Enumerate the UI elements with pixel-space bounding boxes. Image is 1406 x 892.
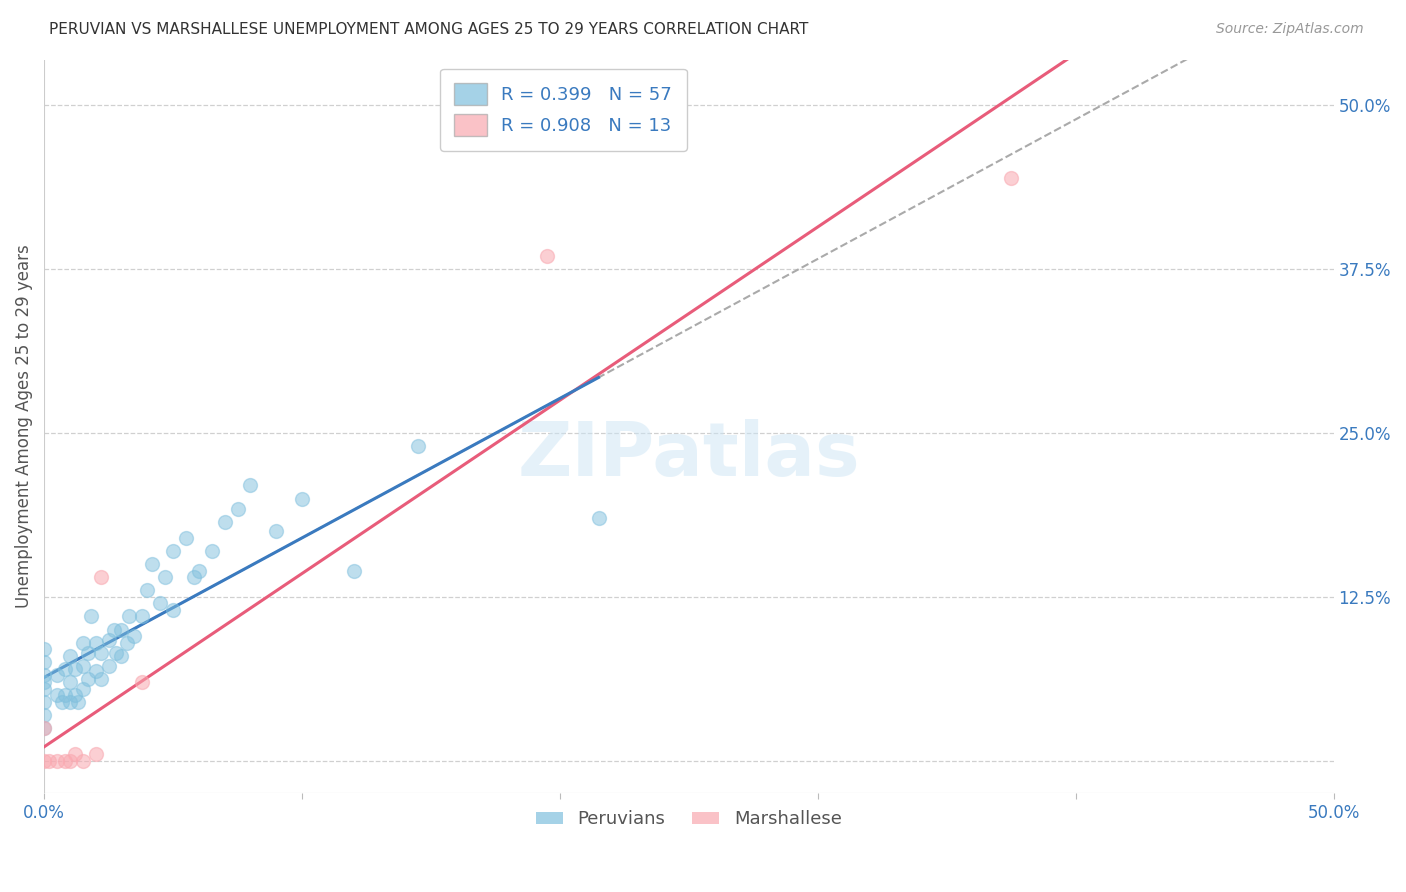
Point bbox=[72, 635, 94, 649]
Point bbox=[90, 570, 112, 584]
Point bbox=[46, 754, 69, 768]
Point bbox=[32, 681, 55, 696]
Y-axis label: Unemployment Among Ages 25 to 29 years: Unemployment Among Ages 25 to 29 years bbox=[15, 244, 32, 608]
Point bbox=[97, 633, 120, 648]
Point bbox=[38, 754, 60, 768]
Point bbox=[63, 747, 86, 761]
Point bbox=[32, 675, 55, 690]
Point bbox=[162, 603, 184, 617]
Point bbox=[32, 656, 55, 670]
Point bbox=[72, 681, 94, 696]
Point bbox=[105, 646, 128, 660]
Point bbox=[131, 609, 153, 624]
Point bbox=[103, 623, 125, 637]
Point bbox=[32, 668, 55, 682]
Point bbox=[32, 721, 55, 735]
Point bbox=[77, 673, 100, 687]
Point bbox=[183, 570, 205, 584]
Point bbox=[162, 544, 184, 558]
Point bbox=[72, 754, 94, 768]
Point bbox=[32, 707, 55, 722]
Point bbox=[46, 688, 69, 702]
Legend: Peruvians, Marshallese: Peruvians, Marshallese bbox=[529, 803, 849, 836]
Point bbox=[32, 695, 55, 709]
Point bbox=[264, 524, 287, 539]
Point bbox=[53, 754, 76, 768]
Point bbox=[239, 478, 262, 492]
Point bbox=[187, 564, 209, 578]
Point bbox=[406, 439, 429, 453]
Point bbox=[118, 609, 141, 624]
Point bbox=[84, 635, 107, 649]
Point bbox=[59, 675, 82, 690]
Point bbox=[110, 623, 132, 637]
Point bbox=[201, 544, 224, 558]
Point bbox=[342, 564, 364, 578]
Point bbox=[536, 249, 558, 263]
Point bbox=[131, 675, 153, 690]
Point bbox=[110, 648, 132, 663]
Point bbox=[32, 721, 55, 735]
Point bbox=[84, 665, 107, 679]
Point bbox=[32, 642, 55, 657]
Text: ZIPatlas: ZIPatlas bbox=[517, 419, 860, 492]
Point bbox=[53, 688, 76, 702]
Point bbox=[46, 668, 69, 682]
Point bbox=[72, 659, 94, 673]
Point bbox=[291, 491, 314, 506]
Point bbox=[226, 502, 249, 516]
Point bbox=[90, 646, 112, 660]
Point bbox=[155, 570, 177, 584]
Point bbox=[59, 695, 82, 709]
Point bbox=[79, 609, 101, 624]
Point bbox=[174, 531, 197, 545]
Text: PERUVIAN VS MARSHALLESE UNEMPLOYMENT AMONG AGES 25 TO 29 YEARS CORRELATION CHART: PERUVIAN VS MARSHALLESE UNEMPLOYMENT AMO… bbox=[49, 22, 808, 37]
Point bbox=[51, 695, 73, 709]
Point bbox=[124, 629, 146, 643]
Point bbox=[1000, 170, 1022, 185]
Point bbox=[63, 662, 86, 676]
Point bbox=[77, 646, 100, 660]
Point bbox=[141, 557, 163, 571]
Point bbox=[588, 511, 610, 525]
Point bbox=[149, 596, 172, 610]
Point bbox=[136, 583, 159, 598]
Point bbox=[53, 662, 76, 676]
Point bbox=[84, 747, 107, 761]
Point bbox=[59, 754, 82, 768]
Point bbox=[90, 673, 112, 687]
Point bbox=[97, 659, 120, 673]
Point bbox=[115, 635, 138, 649]
Point bbox=[63, 688, 86, 702]
Text: Source: ZipAtlas.com: Source: ZipAtlas.com bbox=[1216, 22, 1364, 37]
Point bbox=[59, 648, 82, 663]
Point bbox=[214, 515, 236, 529]
Point bbox=[32, 754, 55, 768]
Point bbox=[66, 695, 89, 709]
